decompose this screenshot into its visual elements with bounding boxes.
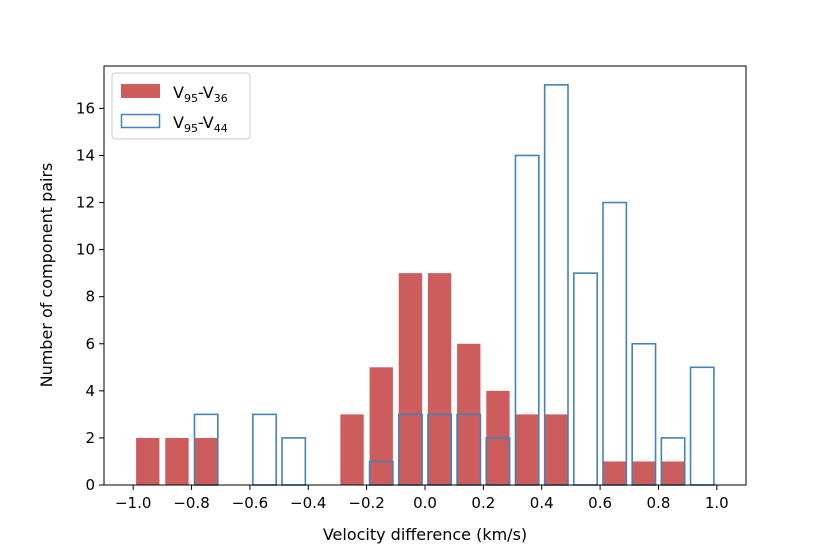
legend-label-v95-v44-main: V — [173, 113, 184, 132]
y-tick-label: 0 — [85, 476, 95, 494]
x-tick-label: 1.0 — [705, 494, 729, 512]
x-tick-label: −1.0 — [115, 494, 151, 512]
bar-v95-v36-10 — [544, 414, 568, 485]
legend-label-v95-v36-mid: -V — [198, 83, 214, 102]
bar-v95-v36-4 — [369, 367, 393, 485]
y-tick-label: 4 — [85, 382, 95, 400]
bar-v95-v44-14 — [689, 366, 715, 486]
x-tick-label: −0.2 — [348, 494, 384, 512]
y-tick-label: 16 — [76, 99, 95, 117]
bar-v95-v36-9 — [515, 414, 539, 485]
bar-v95-v44-11 — [602, 201, 628, 486]
y-tick-label: 10 — [76, 241, 95, 259]
bar-v95-v36-11 — [603, 461, 627, 485]
legend: V95-V36 V95-V44 — [111, 72, 251, 140]
x-tick-label: 0.2 — [471, 494, 495, 512]
bar-v95-v36-12 — [632, 461, 656, 485]
legend-label-v95-v44: V95-V44 — [173, 113, 228, 135]
x-tick-label: −0.4 — [290, 494, 326, 512]
legend-label-v95-v44-sub1: 95 — [184, 122, 198, 135]
bar-v95-v36-6 — [427, 273, 452, 485]
legend-label-v95-v44-sub2: 44 — [214, 122, 228, 135]
bar-v95-v36-2 — [194, 437, 218, 485]
legend-label-v95-v44-mid: -V — [198, 113, 214, 132]
bar-v95-v36-3 — [340, 414, 364, 485]
bar-v95-v36-1 — [165, 437, 189, 485]
bar-v95-v44-1 — [252, 413, 277, 486]
bar-v95-v44-10 — [573, 272, 598, 486]
bar-v95-v36-13 — [661, 461, 685, 485]
x-axis: −1.0 −0.8 −0.6 −0.4 −0.2 0.0 0.2 0.4 0.6 0.8 1.0 — [115, 485, 729, 512]
x-tick-label: −0.8 — [173, 494, 209, 512]
bar-v95-v36-5 — [398, 273, 423, 485]
y-tick-label: 12 — [76, 194, 95, 212]
legend-label-v95-v36-sub1: 95 — [184, 92, 198, 105]
legend-label-v95-v36: V95-V36 — [173, 83, 228, 105]
y-axis: 0 2 4 6 8 10 12 14 16 — [76, 99, 104, 494]
x-tick-label: 0.8 — [647, 494, 671, 512]
series-v95-v44-bars — [193, 84, 715, 486]
x-tick-label: 0.0 — [413, 494, 437, 512]
legend-label-v95-v36-main: V — [173, 83, 184, 102]
y-axis-label: Number of component pairs — [37, 163, 56, 388]
y-tick-label: 2 — [85, 429, 95, 447]
x-axis-label: Velocity difference (km/s) — [323, 525, 527, 544]
bar-v95-v44-2 — [281, 437, 307, 486]
y-tick-label: 8 — [85, 288, 95, 306]
legend-label-v95-v36-sub2: 36 — [214, 92, 228, 105]
y-tick-label: 6 — [85, 335, 95, 353]
bar-v95-v36-0 — [136, 437, 160, 485]
legend-swatch-v95-v36 — [121, 84, 160, 98]
y-tick-label: 14 — [76, 146, 95, 164]
legend-swatch-v95-v44 — [120, 113, 161, 129]
x-tick-label: −0.6 — [232, 494, 268, 512]
x-tick-label: 0.6 — [588, 494, 612, 512]
x-tick-label: 0.4 — [530, 494, 554, 512]
